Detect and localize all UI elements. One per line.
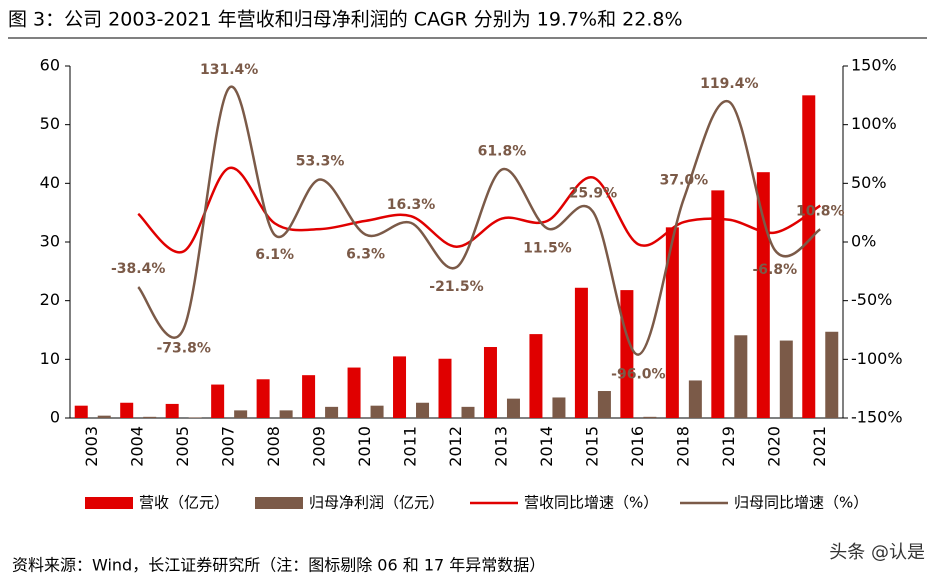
bar	[234, 410, 248, 418]
data-label: 16.3%	[387, 197, 436, 213]
x-tick-label: 2011	[401, 426, 420, 467]
y-tick-label: 60	[40, 56, 60, 75]
y2-tick-label: 150%	[851, 56, 897, 75]
y-tick-label: 20	[40, 290, 60, 309]
bar	[347, 367, 361, 418]
watermark: 头条 @认是	[829, 542, 925, 563]
y-tick-label: 10	[40, 349, 60, 368]
legend-label: 营收同比增速（%）	[524, 494, 658, 512]
data-label: 53.3%	[296, 153, 345, 169]
bar	[438, 358, 452, 418]
data-label: 131.4%	[200, 62, 258, 78]
y2-tick-label: -50%	[851, 290, 892, 309]
x-tick-label: 2014	[537, 426, 556, 467]
bar	[688, 380, 702, 418]
source-note: 资料来源：Wind，长江证券研究所（注：图标剔除 06 和 17 年异常数据）	[12, 556, 545, 575]
data-label: 10.8%	[796, 203, 845, 219]
y-tick-label: 0	[50, 408, 60, 427]
bar	[529, 334, 543, 418]
bar	[779, 340, 793, 418]
x-tick-label: 2020	[764, 426, 783, 467]
x-tick-label: 2021	[810, 426, 829, 467]
data-label: -6.8%	[752, 262, 797, 278]
x-tick-label: 2016	[628, 426, 647, 467]
x-tick-label: 2008	[264, 426, 283, 467]
x-tick-label: 2015	[582, 426, 601, 467]
bar	[665, 227, 679, 418]
x-tick-label: 2009	[310, 426, 329, 467]
bar	[597, 391, 611, 418]
bar	[756, 172, 770, 418]
bar	[620, 290, 634, 418]
bar	[256, 379, 270, 418]
y2-tick-label: 100%	[851, 114, 897, 133]
bar	[825, 331, 839, 418]
y-tick-label: 40	[40, 173, 60, 192]
legend-label: 营收（亿元）	[139, 494, 229, 512]
data-label: 119.4%	[700, 76, 758, 92]
bar	[416, 402, 430, 418]
bar	[711, 190, 725, 418]
data-label: 37.0%	[660, 173, 709, 189]
y2-tick-label: -150%	[851, 408, 903, 427]
bar	[211, 384, 225, 418]
bar	[574, 287, 588, 418]
data-label: 6.3%	[346, 247, 385, 263]
bar	[370, 405, 384, 418]
bar	[188, 417, 202, 418]
y2-tick-label: 50%	[851, 173, 887, 192]
y-tick-label: 50	[40, 114, 60, 133]
x-tick-label: 2004	[128, 426, 147, 467]
bar	[143, 416, 157, 418]
x-tick-label: 2010	[355, 426, 374, 467]
bar	[165, 403, 179, 418]
data-label: -73.8%	[156, 341, 210, 357]
bar	[461, 406, 475, 418]
x-tick-label: 2003	[82, 426, 101, 467]
x-tick-label: 2018	[673, 426, 692, 467]
legend-swatch	[255, 497, 303, 509]
bar	[552, 397, 566, 418]
bar	[120, 402, 134, 418]
bar	[97, 415, 111, 418]
x-tick-label: 2019	[719, 426, 738, 467]
legend-label: 归母同比增速（%）	[734, 494, 868, 512]
bar	[802, 95, 816, 418]
y2-tick-label: 0%	[851, 232, 876, 251]
legend-swatch	[85, 497, 133, 509]
data-label: 61.8%	[478, 143, 527, 159]
bar	[74, 405, 88, 418]
bar	[506, 398, 520, 418]
bar	[643, 416, 657, 418]
data-label: -96.0%	[611, 367, 665, 383]
line	[137, 85, 821, 356]
data-label: 6.1%	[255, 247, 294, 263]
bar	[734, 335, 748, 418]
y-tick-label: 30	[40, 232, 60, 251]
data-label: -21.5%	[429, 279, 483, 295]
x-tick-label: 2007	[219, 426, 238, 467]
bar	[483, 347, 497, 418]
bar	[325, 406, 339, 418]
bar	[302, 375, 316, 418]
data-label: 11.5%	[523, 241, 572, 257]
x-tick-label: 2012	[446, 426, 465, 467]
chart-title: 图 3：公司 2003-2021 年营收和归母净利润的 CAGR 分别为 19.…	[8, 9, 683, 31]
bar	[393, 356, 407, 418]
y2-tick-label: -100%	[851, 349, 903, 368]
legend-label: 归母净利润（亿元）	[309, 494, 444, 512]
data-label: 25.9%	[569, 186, 618, 202]
data-label: -38.4%	[111, 261, 165, 277]
x-tick-label: 2005	[173, 426, 192, 467]
x-tick-label: 2013	[491, 426, 510, 467]
bar	[279, 410, 293, 418]
